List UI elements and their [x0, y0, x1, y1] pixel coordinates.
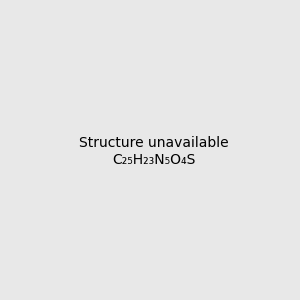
Text: Structure unavailable
C₂₅H₂₃N₅O₄S: Structure unavailable C₂₅H₂₃N₅O₄S: [79, 136, 229, 166]
